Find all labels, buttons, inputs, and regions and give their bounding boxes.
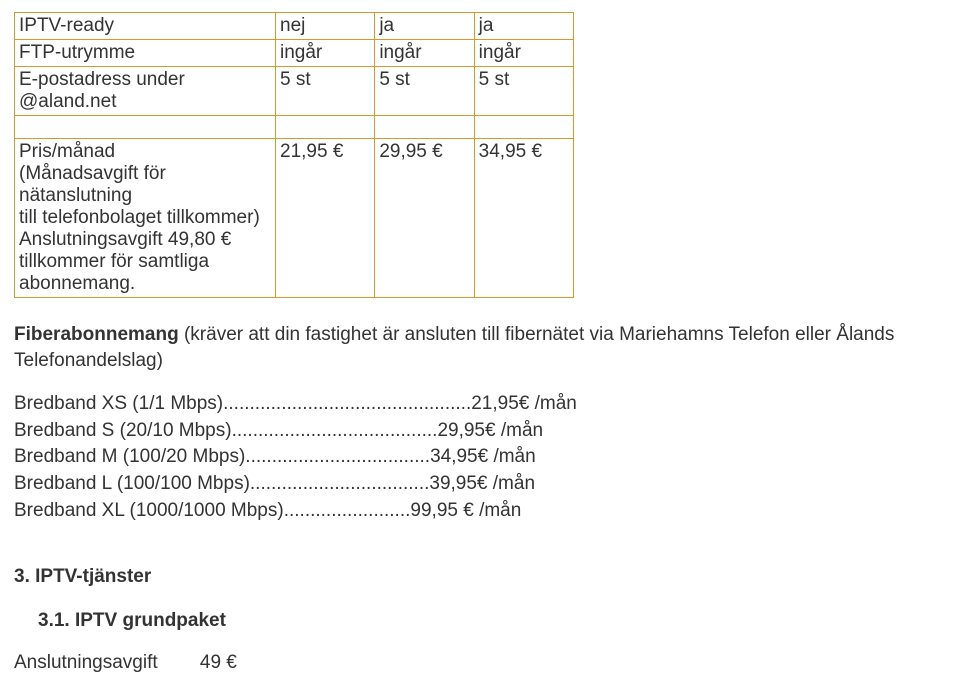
table-row-price: Pris/månad (Månadsavgift för nätanslutni…: [15, 139, 574, 298]
dots: ..................................: [250, 471, 429, 498]
plan-name: Bredband S (20/10 Mbps): [14, 418, 232, 445]
cell: ingår: [276, 40, 375, 67]
list-item: Bredband S (20/10 Mbps) ................…: [14, 418, 940, 445]
section-3-1-heading: 3.1. IPTV grundpaket: [38, 610, 940, 632]
list-item: Bredband L (100/100 Mbps)...............…: [14, 471, 940, 498]
dots: ...................................: [245, 444, 430, 471]
list-item: Bredband M (100/20 Mbps) ...............…: [14, 444, 940, 471]
fiber-bold: Fiberabonnemang: [14, 324, 179, 345]
cell: ja: [474, 13, 573, 40]
cell: 5 st: [474, 67, 573, 116]
plan-name: Bredband XL (1000/1000 Mbps): [14, 498, 284, 525]
cell-label: IPTV-ready: [15, 13, 276, 40]
fiber-paragraph: Fiberabonnemang (kräver att din fastighe…: [14, 322, 940, 373]
dots: .......................................: [232, 418, 438, 445]
cell-price-label: Pris/månad (Månadsavgift för nätanslutni…: [15, 139, 276, 298]
table-spacer: [15, 116, 574, 139]
list-item: Bredband XS (1/1 Mbps)..................…: [14, 391, 940, 418]
table-row: E-postadress under @aland.net 5 st 5 st …: [15, 67, 574, 116]
pricing-table: IPTV-ready nej ja ja FTP-utrymme ingår i…: [14, 12, 574, 298]
dots: ........................: [284, 498, 411, 525]
fee-value: 49 €: [200, 652, 237, 673]
fee-label: Anslutningsavgift: [14, 652, 158, 673]
cell-label: FTP-utrymme: [15, 40, 276, 67]
cell: ingår: [375, 40, 474, 67]
cell: 34,95 €: [474, 139, 573, 298]
plan-name: Bredband L (100/100 Mbps): [14, 471, 250, 498]
plan-price: 39,95€ /mån: [429, 471, 535, 498]
cell: 29,95 €: [375, 139, 474, 298]
plan-price: 34,95€ /mån: [430, 444, 536, 471]
cell: ingår: [474, 40, 573, 67]
plan-price: 29,95€ /mån: [437, 418, 543, 445]
cell-label: E-postadress under @aland.net: [15, 67, 276, 116]
connection-fee: Anslutningsavgift 49 €: [14, 652, 940, 674]
cell: ja: [375, 13, 474, 40]
plan-price: 99,95 € /mån: [410, 498, 521, 525]
cell: 5 st: [375, 67, 474, 116]
table-row: IPTV-ready nej ja ja: [15, 13, 574, 40]
table-row: FTP-utrymme ingår ingår ingår: [15, 40, 574, 67]
dots: ........................................…: [223, 391, 471, 418]
plan-price: 21,95€ /mån: [471, 391, 577, 418]
cell: 5 st: [276, 67, 375, 116]
cell: nej: [276, 13, 375, 40]
plan-name: Bredband XS (1/1 Mbps): [14, 391, 223, 418]
plan-list: Bredband XS (1/1 Mbps)..................…: [14, 391, 940, 524]
cell: 21,95 €: [276, 139, 375, 298]
list-item: Bredband XL (1000/1000 Mbps)............…: [14, 498, 940, 525]
plan-name: Bredband M (100/20 Mbps): [14, 444, 245, 471]
section-3-heading: 3. IPTV-tjänster: [14, 566, 940, 588]
